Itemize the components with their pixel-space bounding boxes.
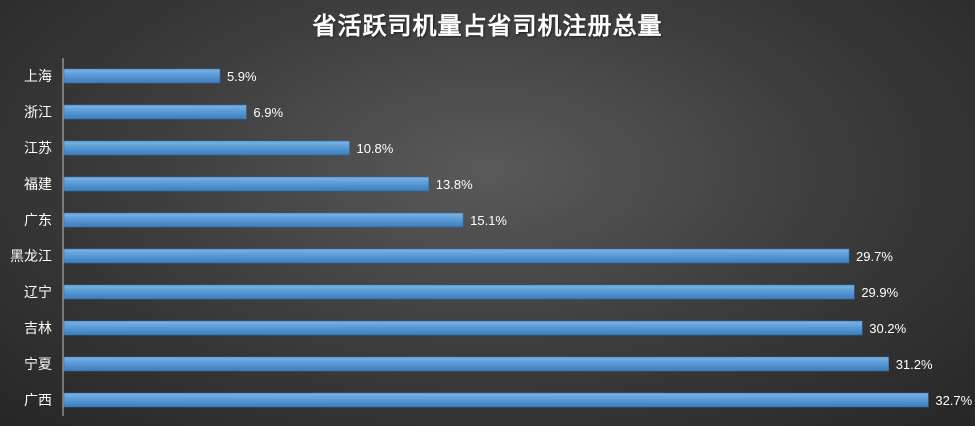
bar	[63, 320, 863, 336]
value-label: 6.9%	[253, 105, 283, 120]
category-label: 吉林	[24, 321, 52, 337]
category-label: 浙江	[24, 105, 52, 121]
category-label: 上海	[24, 69, 52, 85]
bar	[63, 284, 855, 300]
bar	[63, 392, 929, 408]
value-label: 10.8%	[356, 141, 393, 156]
value-labels: 5.9% 6.9% 10.8% 13.8% 15.1% 29.7% 29.9% 30.2% 31…	[227, 69, 973, 408]
bars	[63, 68, 929, 408]
category-label: 宁夏	[24, 356, 52, 373]
category-label: 广东	[24, 213, 52, 229]
category-label: 辽宁	[24, 284, 52, 301]
bar	[63, 212, 464, 228]
bar	[63, 140, 350, 156]
value-label: 5.9%	[227, 69, 257, 84]
bar	[63, 176, 430, 192]
bar	[63, 104, 247, 120]
value-label: 15.1%	[470, 213, 507, 228]
value-label: 29.7%	[856, 249, 893, 264]
value-label: 30.2%	[869, 321, 906, 336]
bar	[63, 68, 221, 84]
bar	[63, 356, 890, 372]
category-label: 黑龙江	[10, 249, 52, 265]
bar	[63, 248, 850, 264]
category-label: 福建	[24, 177, 52, 193]
category-label: 江苏	[24, 141, 52, 157]
value-label: 32.7%	[935, 393, 972, 408]
chart-title: 省活跃司机量占省司机注册总量	[312, 12, 663, 40]
value-label: 13.8%	[436, 177, 473, 192]
category-label: 广西	[24, 393, 52, 409]
value-label: 29.9%	[861, 285, 898, 300]
value-label: 31.2%	[896, 357, 933, 372]
